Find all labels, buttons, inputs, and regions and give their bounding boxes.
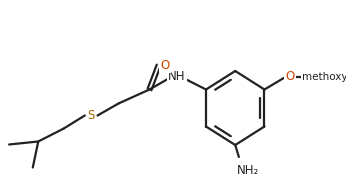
Text: NH₂: NH₂ <box>237 164 259 176</box>
Text: O: O <box>285 70 294 83</box>
Text: S: S <box>88 109 95 122</box>
Text: NH: NH <box>168 70 185 83</box>
Text: O: O <box>160 59 170 72</box>
Text: methoxy: methoxy <box>302 71 346 81</box>
